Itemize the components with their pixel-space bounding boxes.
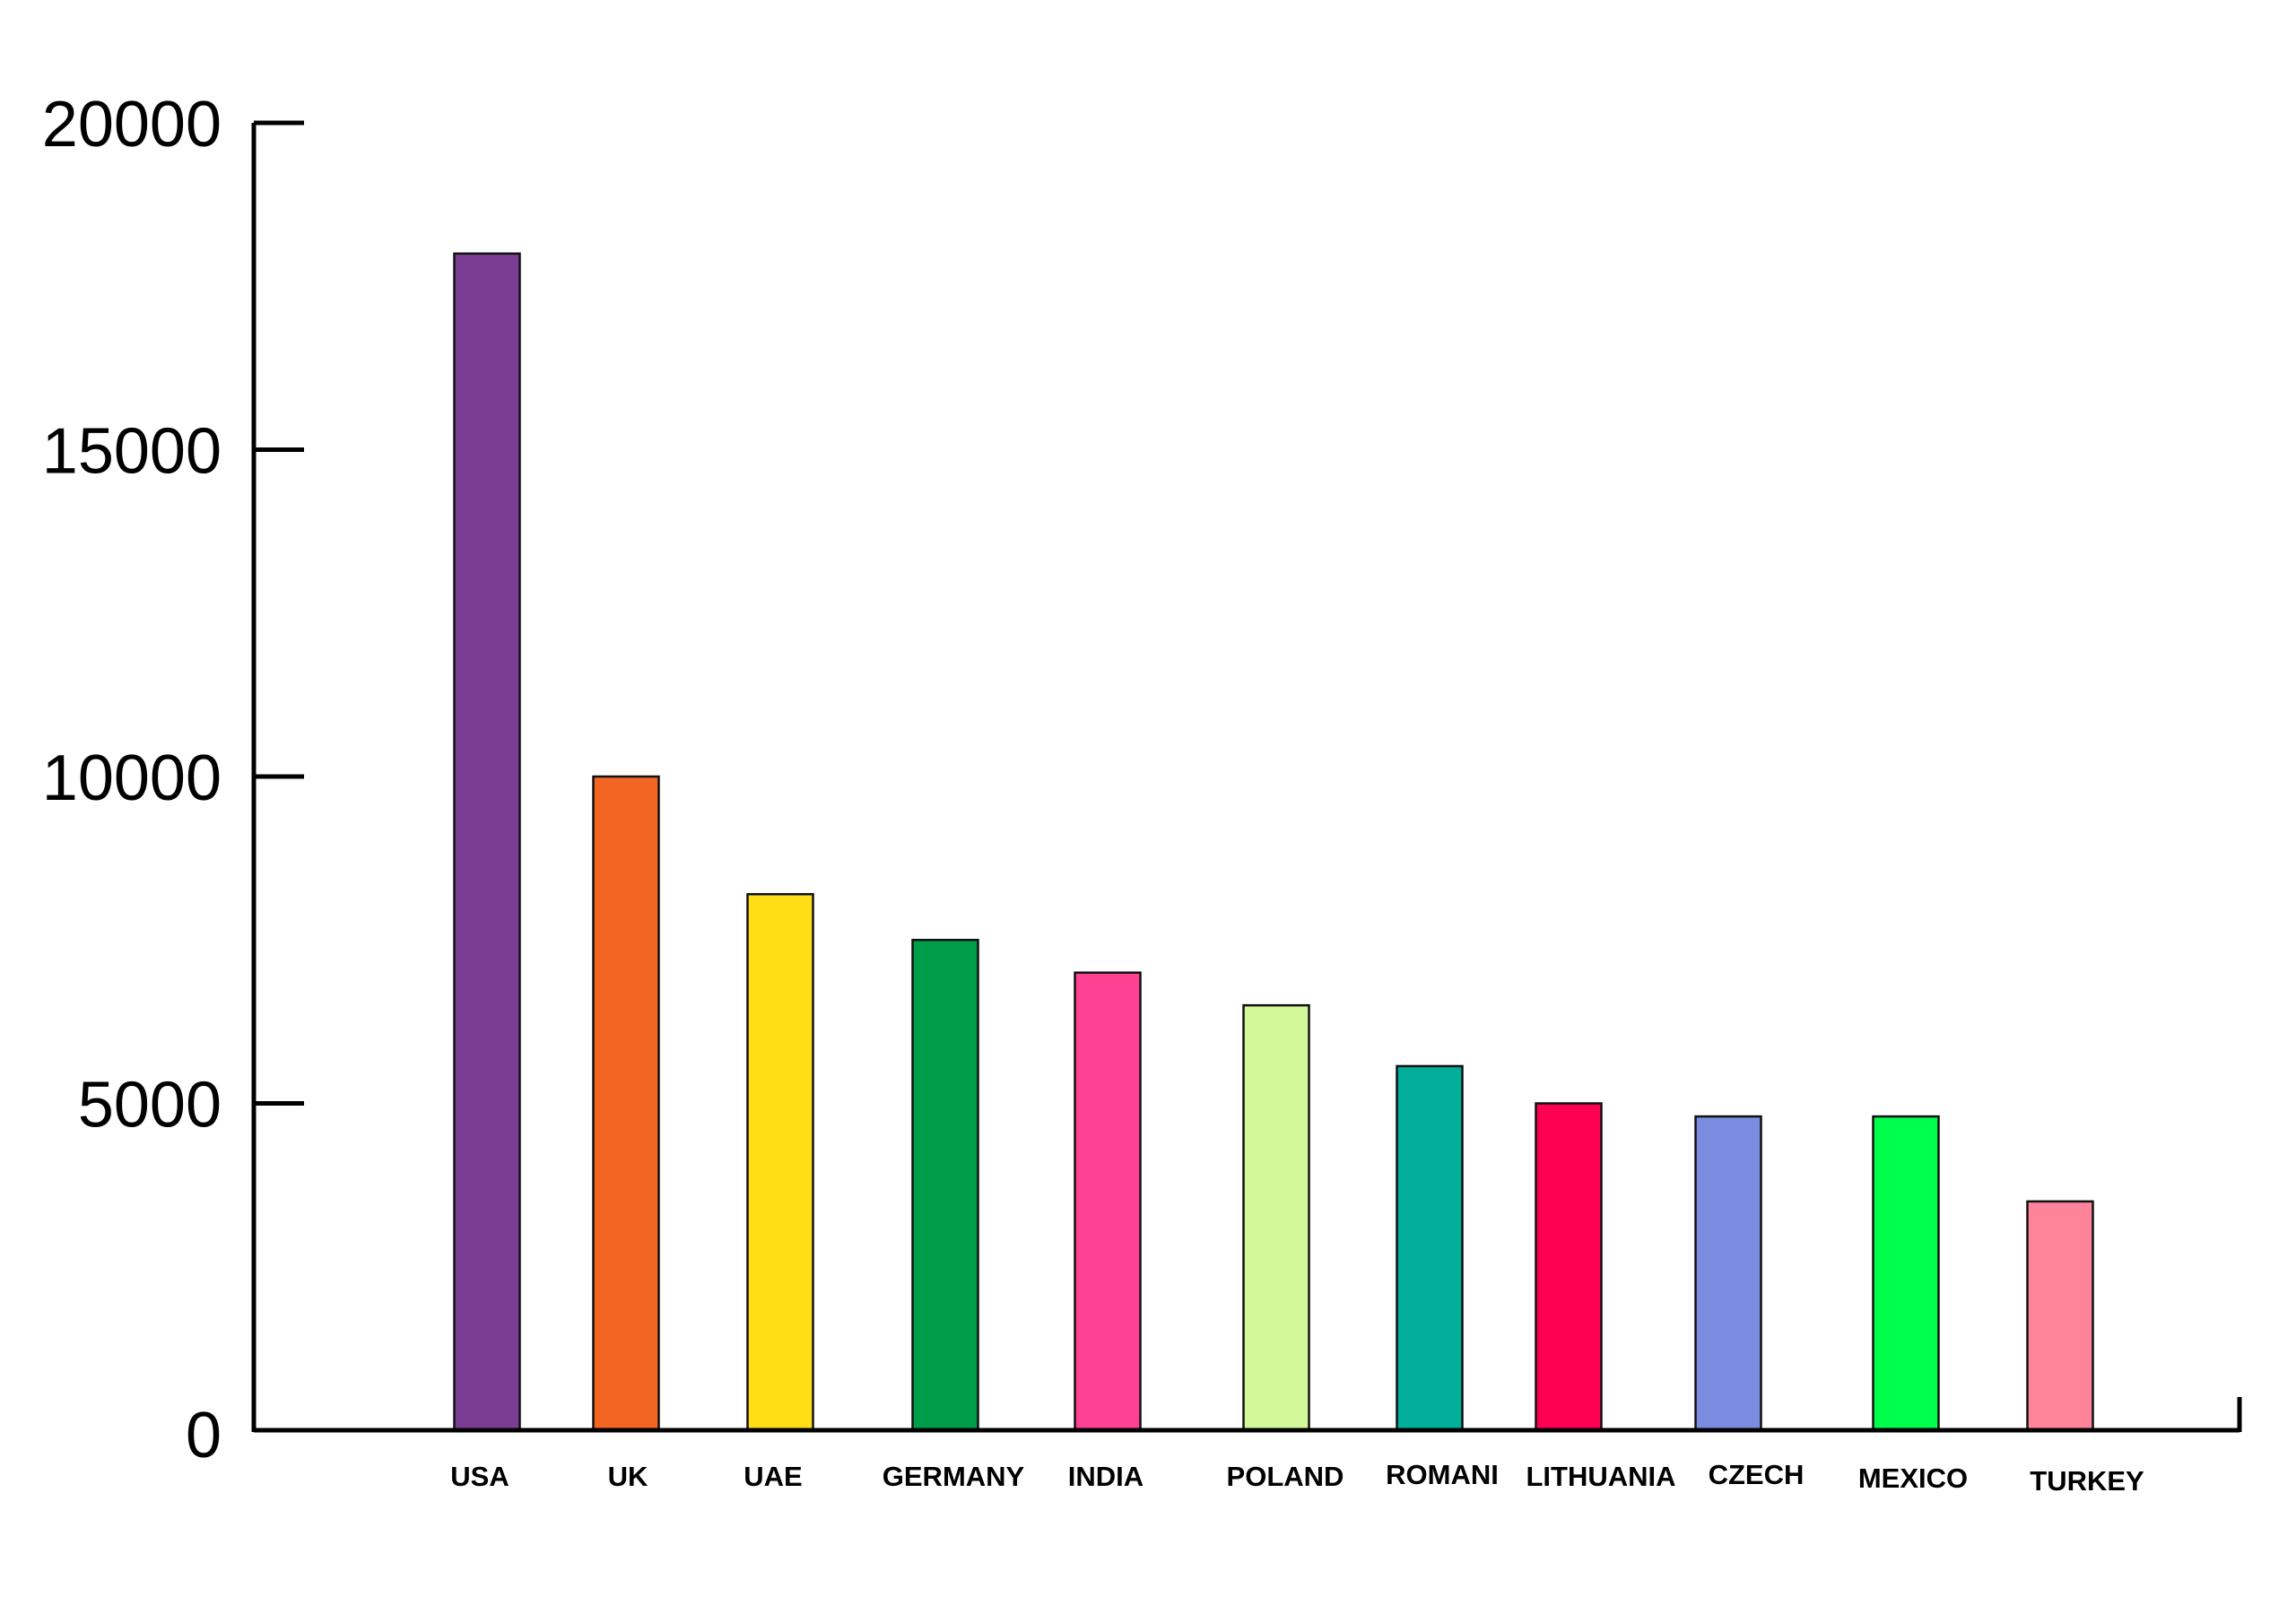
x-tick-label-germany: GERMANY — [883, 1461, 1025, 1492]
y-ticks-group: 0 5000 10000 15000 20000 — [42, 89, 304, 1471]
x-labels-group: USA UK UAE GERMANY INDIA POLAND ROMANI LITHUANI… — [450, 1459, 2144, 1497]
x-tick-label-india: INDIA — [1068, 1461, 1144, 1492]
bar-lithuania — [1535, 1102, 1603, 1432]
bars-group — [453, 252, 2094, 1432]
x-tick-label-uk: UK — [608, 1461, 648, 1492]
bar-czech — [1694, 1115, 1762, 1432]
x-tick-label-czech: CZECH — [1709, 1459, 1805, 1490]
x-tick-label-poland: POLAND — [1227, 1461, 1344, 1492]
y-tick-label: 15000 — [42, 416, 222, 488]
x-tick-label-mexico: MEXICO — [1858, 1462, 1968, 1494]
x-tick-label-turkey: TURKEY — [2030, 1465, 2144, 1497]
y-tick-label: 10000 — [42, 742, 222, 814]
x-tick-label-romani: ROMANI — [1386, 1459, 1499, 1490]
y-tick-label: 0 — [186, 1400, 222, 1471]
bar-uk — [592, 775, 660, 1432]
bar-uae — [746, 892, 814, 1432]
y-tick-label: 20000 — [42, 89, 222, 161]
bar-usa — [453, 252, 521, 1432]
bar-romani — [1396, 1064, 1464, 1432]
bar-turkey — [2026, 1200, 2094, 1432]
bar-germany — [911, 939, 979, 1432]
x-tick-label-usa: USA — [450, 1461, 509, 1492]
x-tick-label-uae: UAE — [744, 1461, 802, 1492]
y-tick-label: 5000 — [78, 1070, 222, 1141]
bar-mexico — [1872, 1115, 1940, 1432]
x-tick-label-lithuania: LITHUANIA — [1526, 1461, 1675, 1492]
bar-india — [1074, 971, 1142, 1432]
bar-poland — [1242, 1003, 1310, 1432]
